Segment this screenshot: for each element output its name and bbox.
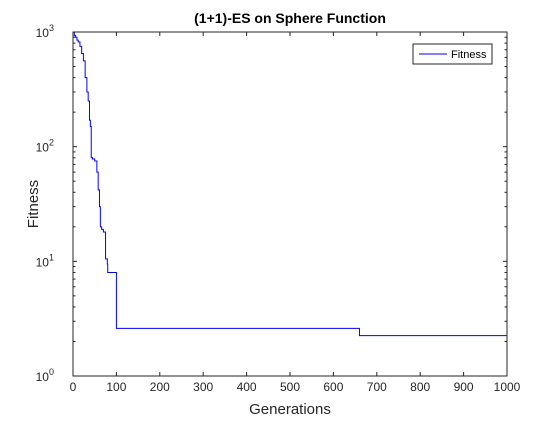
x-tick-label: 400: [237, 380, 257, 394]
y-tick-label: 101: [36, 252, 54, 269]
x-tick-label: 100: [106, 380, 126, 394]
axes-box: [72, 31, 508, 377]
x-tick-label: 600: [323, 380, 343, 394]
x-tick-label: 700: [367, 380, 387, 394]
series-line-fitness: [73, 31, 507, 337]
x-tick-label: 200: [150, 380, 170, 394]
legend-box: [412, 43, 493, 65]
y-axis-label: Fitness: [25, 180, 42, 228]
y-axis-ticks: 100 101 102 103: [36, 23, 507, 384]
y-tick-label: 100: [36, 367, 54, 384]
x-tick-label: 300: [193, 380, 213, 394]
x-tick-label: 900: [454, 380, 474, 394]
x-tick-label: 0: [70, 380, 77, 394]
x-tick-label: 1000: [494, 380, 521, 394]
x-axis-ticks: 0 100 200 300 400 500 600 700 800 900 1000: [70, 32, 521, 394]
y-tick-label: 103: [36, 23, 54, 40]
legend-label-fitness: Fitness: [451, 49, 487, 61]
legend: Fitness: [412, 43, 493, 65]
x-axis-label: Generations: [249, 401, 331, 418]
x-tick-label: 800: [410, 380, 430, 394]
y-tick-label: 102: [36, 138, 54, 155]
x-tick-label: 500: [280, 380, 300, 394]
plot-area: [72, 31, 508, 377]
chart-title: (1+1)-ES on Sphere Function: [194, 10, 386, 26]
